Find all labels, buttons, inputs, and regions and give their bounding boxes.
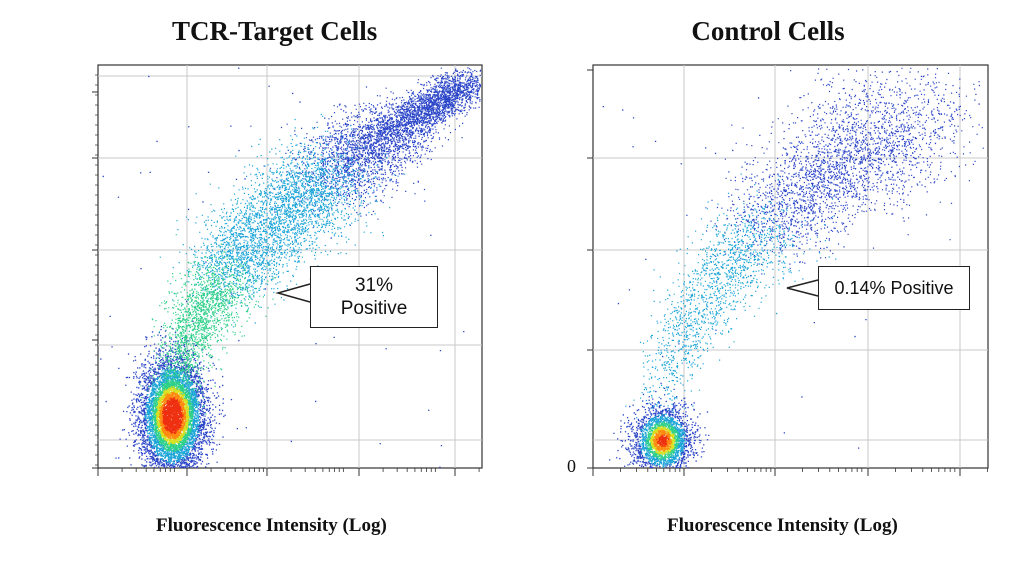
density-layer-2 bbox=[645, 421, 680, 461]
scatter-points bbox=[602, 67, 984, 469]
callout-pointer bbox=[275, 283, 311, 303]
chart-panel-control: Control Cells 0 0.14% Positive Fluoresce… bbox=[512, 0, 1024, 564]
x-axis-label: Fluorescence Intensity (Log) bbox=[156, 515, 387, 536]
chart-title: TCR-Target Cells bbox=[172, 16, 378, 46]
callout-pointer bbox=[786, 279, 819, 297]
chart-title: Control Cells bbox=[691, 16, 845, 46]
chart-panel-tcr-target: TCR-Target Cells 31% Positive Fluorescen… bbox=[92, 16, 483, 536]
y-tick-label: 0 bbox=[567, 456, 576, 476]
density-layer-4 bbox=[652, 429, 672, 452]
density-layer-5 bbox=[656, 434, 670, 447]
scatter-points bbox=[100, 67, 482, 469]
positive-callout: 0.14% Positive bbox=[818, 266, 970, 310]
density-layer-5 bbox=[162, 396, 184, 435]
positive-callout: 31% Positive bbox=[310, 266, 438, 328]
density-layer-0 bbox=[100, 67, 482, 469]
x-axis-label: Fluorescence Intensity (Log) bbox=[667, 515, 898, 536]
